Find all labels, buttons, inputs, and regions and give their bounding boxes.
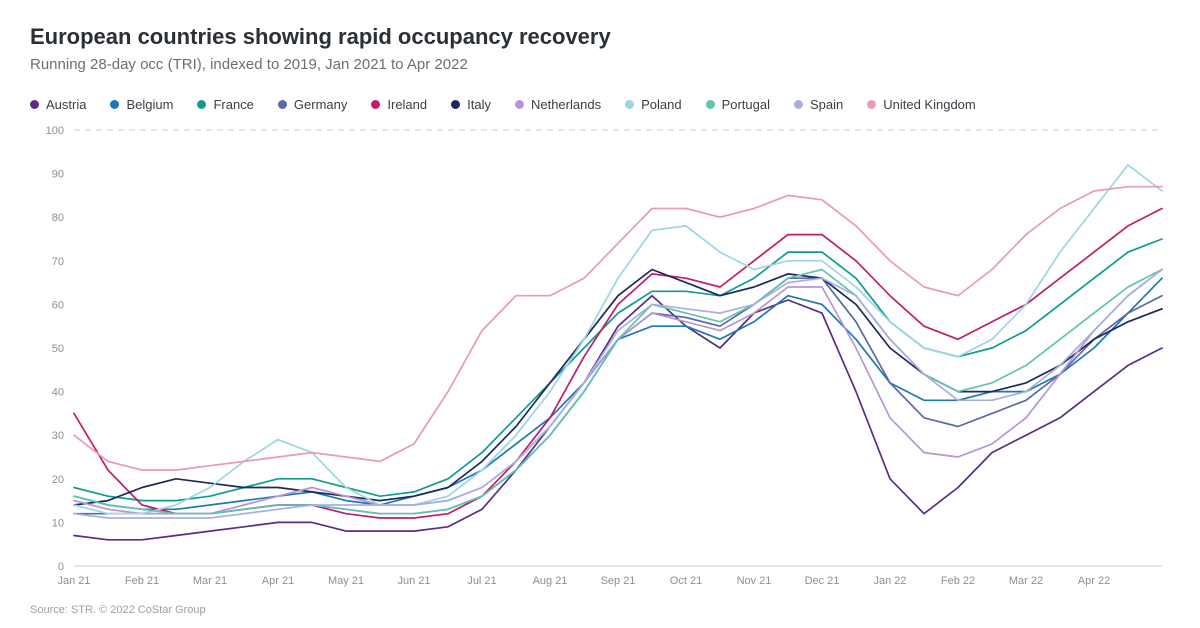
y-axis-tick-label: 10 bbox=[52, 517, 64, 529]
line-chart-svg: 0 10 20 30 40 50 60 70 80 90 100 Jan 21 Feb 21 Mar 21… bbox=[30, 126, 1170, 596]
x-axis-tick-label: Aug 21 bbox=[533, 575, 568, 587]
y-axis-tick-label: 60 bbox=[52, 299, 64, 311]
chart-footer: Source: STR. © 2022 CoStar Group bbox=[30, 604, 1170, 616]
legend-label: Austria bbox=[46, 97, 86, 112]
x-axis-tick-label: Jan 21 bbox=[57, 575, 90, 587]
x-axis-tick-label: Jun 21 bbox=[397, 575, 430, 587]
y-axis-tick-label: 0 bbox=[58, 561, 64, 573]
legend-label: Italy bbox=[467, 97, 491, 112]
legend-item: Spain bbox=[794, 97, 843, 112]
x-axis-tick-label: Jan 22 bbox=[873, 575, 906, 587]
y-axis-tick-label: 20 bbox=[52, 474, 64, 486]
legend-dot-icon bbox=[278, 100, 287, 109]
legend-dot-icon bbox=[625, 100, 634, 109]
x-axis-tick-label: Apr 21 bbox=[262, 575, 294, 587]
y-axis-tick-label: 40 bbox=[52, 387, 64, 399]
x-axis-tick-label: May 21 bbox=[328, 575, 364, 587]
x-axis-tick-label: Feb 22 bbox=[941, 575, 975, 587]
legend-item: United Kingdom bbox=[867, 97, 976, 112]
legend-item: Portugal bbox=[706, 97, 770, 112]
legend-item: Netherlands bbox=[515, 97, 601, 112]
legend-dot-icon bbox=[794, 100, 803, 109]
legend-label: Ireland bbox=[387, 97, 427, 112]
legend-item: Belgium bbox=[110, 97, 173, 112]
legend-dot-icon bbox=[867, 100, 876, 109]
chart-subtitle: Running 28-day occ (TRI), indexed to 201… bbox=[30, 56, 1170, 73]
y-axis-tick-label: 70 bbox=[52, 256, 64, 268]
legend-label: Spain bbox=[810, 97, 843, 112]
legend-item: Ireland bbox=[371, 97, 427, 112]
x-axis-tick-label: Nov 21 bbox=[737, 575, 772, 587]
x-axis-tick-label: Feb 21 bbox=[125, 575, 159, 587]
y-axis-tick-label: 90 bbox=[52, 169, 64, 181]
legend-dot-icon bbox=[451, 100, 460, 109]
legend-label: France bbox=[213, 97, 253, 112]
y-axis-tick-label: 100 bbox=[46, 126, 64, 137]
x-axis-tick-label: Apr 22 bbox=[1078, 575, 1110, 587]
x-axis-tick-label: Mar 21 bbox=[193, 575, 227, 587]
chart-title: European countries showing rapid occupan… bbox=[30, 24, 1170, 50]
legend-label: Poland bbox=[641, 97, 681, 112]
legend-item: Poland bbox=[625, 97, 681, 112]
series-line bbox=[74, 187, 1162, 470]
x-axis-tick-label: Jul 21 bbox=[467, 575, 496, 587]
legend-label: Belgium bbox=[126, 97, 173, 112]
x-axis-tick-label: Sep 21 bbox=[601, 575, 636, 587]
legend-label: Netherlands bbox=[531, 97, 601, 112]
chart-area: 0 10 20 30 40 50 60 70 80 90 100 Jan 21 Feb 21 Mar 21… bbox=[30, 126, 1170, 596]
series-line bbox=[74, 209, 1162, 519]
legend-item: Austria bbox=[30, 97, 86, 112]
x-axis-tick-label: Dec 21 bbox=[805, 575, 840, 587]
x-axis-tick-label: Mar 22 bbox=[1009, 575, 1043, 587]
legend-label: United Kingdom bbox=[883, 97, 976, 112]
legend-item: Italy bbox=[451, 97, 491, 112]
legend-dot-icon bbox=[110, 100, 119, 109]
chart-legend: Austria Belgium France Germany Ireland Italy N… bbox=[30, 97, 1170, 112]
y-axis-tick-label: 50 bbox=[52, 343, 64, 355]
y-axis-tick-label: 30 bbox=[52, 430, 64, 442]
legend-item: France bbox=[197, 97, 253, 112]
legend-dot-icon bbox=[706, 100, 715, 109]
legend-label: Germany bbox=[294, 97, 347, 112]
legend-item: Germany bbox=[278, 97, 347, 112]
legend-dot-icon bbox=[515, 100, 524, 109]
legend-dot-icon bbox=[197, 100, 206, 109]
x-axis-tick-label: Oct 21 bbox=[670, 575, 702, 587]
y-axis-tick-label: 80 bbox=[52, 212, 64, 224]
legend-label: Portugal bbox=[722, 97, 770, 112]
legend-dot-icon bbox=[371, 100, 380, 109]
series-line bbox=[74, 270, 1162, 519]
legend-dot-icon bbox=[30, 100, 39, 109]
